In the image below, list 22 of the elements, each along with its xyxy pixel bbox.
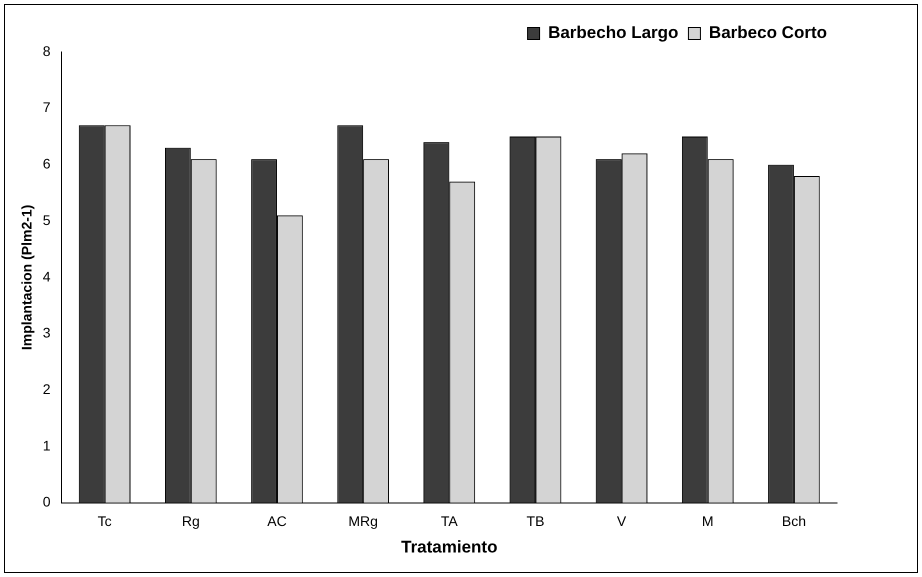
y-tick-label: 8 [42, 42, 51, 59]
x-tick-label: Bch [782, 513, 806, 530]
x-tick-label: TB [526, 513, 544, 530]
x-axis-title: Tratamiento [401, 537, 498, 556]
x-tick-label: V [616, 513, 627, 530]
x-tick-label: TA [440, 513, 458, 530]
x-tick-label: MRg [348, 513, 378, 530]
legend-label: Barbeco Corto [708, 23, 828, 42]
y-tick-label: 5 [42, 212, 51, 228]
y-tick-label: 3 [42, 324, 51, 341]
x-tick-label: Rg [182, 513, 200, 530]
y-tick-label: 7 [42, 99, 51, 116]
x-tick-label: Tc [98, 513, 112, 530]
legend-label: Barbecho Largo [548, 23, 678, 42]
y-tick-label: 6 [42, 156, 51, 172]
y-axis-title: Implantacion (Plm2-1) [18, 204, 34, 350]
y-tick-label: 4 [42, 268, 51, 284]
x-tick-label: M [702, 513, 714, 530]
y-tick-label: 2 [42, 380, 51, 397]
y-tick-label: 1 [42, 437, 51, 454]
y-tick-label: 0 [42, 494, 51, 510]
x-tick-label: AC [267, 513, 287, 530]
